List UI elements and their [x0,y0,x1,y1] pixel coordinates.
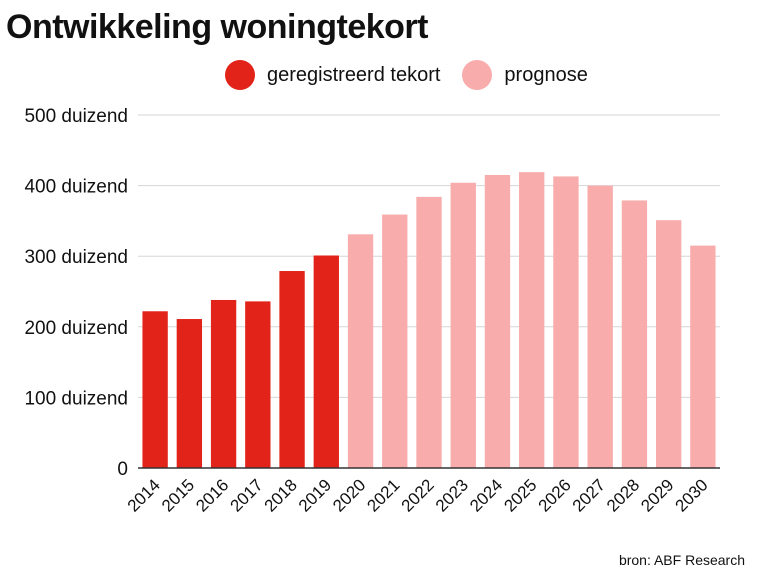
x-tick-label: 2018 [261,475,301,515]
x-tick-label: 2028 [603,475,643,515]
bar-2025 [519,172,545,468]
legend-label-forecast: prognose [504,63,588,86]
bar-2021 [382,214,408,468]
bar-2026 [553,176,579,468]
y-tick-label: 100 duizend [24,388,128,409]
bar-2019 [313,255,339,468]
legend: geregistreerd tekort prognose [225,60,610,90]
x-tick-label: 2015 [158,475,198,515]
x-tick-label: 2022 [398,475,438,515]
bar-2028 [621,200,648,468]
x-tick-label: 2023 [432,475,472,515]
legend-item-forecast: prognose [462,60,588,90]
legend-swatch-registered [225,60,255,90]
bar-2017 [245,301,271,468]
x-tick-label: 2024 [466,475,506,515]
x-tick-label: 2026 [535,475,575,515]
x-tick-label: 2027 [569,475,609,515]
x-tick-label: 2016 [192,475,232,515]
bar-2024 [484,175,511,468]
y-tick-label: 300 duizend [24,247,128,268]
x-tick-label: 2020 [329,475,369,515]
bar-2022 [416,196,442,468]
bar-2020 [347,234,374,468]
bar-2015 [176,319,203,468]
bar-2029 [655,220,682,468]
legend-swatch-forecast [462,60,493,90]
source-note: bron: ABF Research [618,552,745,568]
x-tick-label: 2017 [226,475,266,515]
chart-title: Ontwikkeling woningtekort [6,8,428,46]
x-tick-label: 2025 [500,475,540,515]
x-tick-label: 2029 [637,475,677,515]
bar-2023 [450,182,476,468]
bar-2014 [142,311,168,468]
bar-2016 [210,299,237,468]
bar-2030 [690,245,716,468]
x-tick-label: 2030 [672,475,712,515]
bar-2018 [279,271,305,468]
bar-2027 [587,185,613,468]
x-tick-label: 2019 [295,475,335,515]
y-tick-label: 400 duizend [24,177,128,198]
x-tick-label: 2014 [124,475,164,515]
y-tick-label: 0 [117,459,128,480]
y-tick-label: 200 duizend [24,318,128,339]
legend-label-registered: geregistreerd tekort [267,63,441,86]
y-tick-label: 500 duizend [24,106,128,127]
x-tick-label: 2021 [363,475,403,515]
legend-item-registered: geregistreerd tekort [225,60,440,90]
